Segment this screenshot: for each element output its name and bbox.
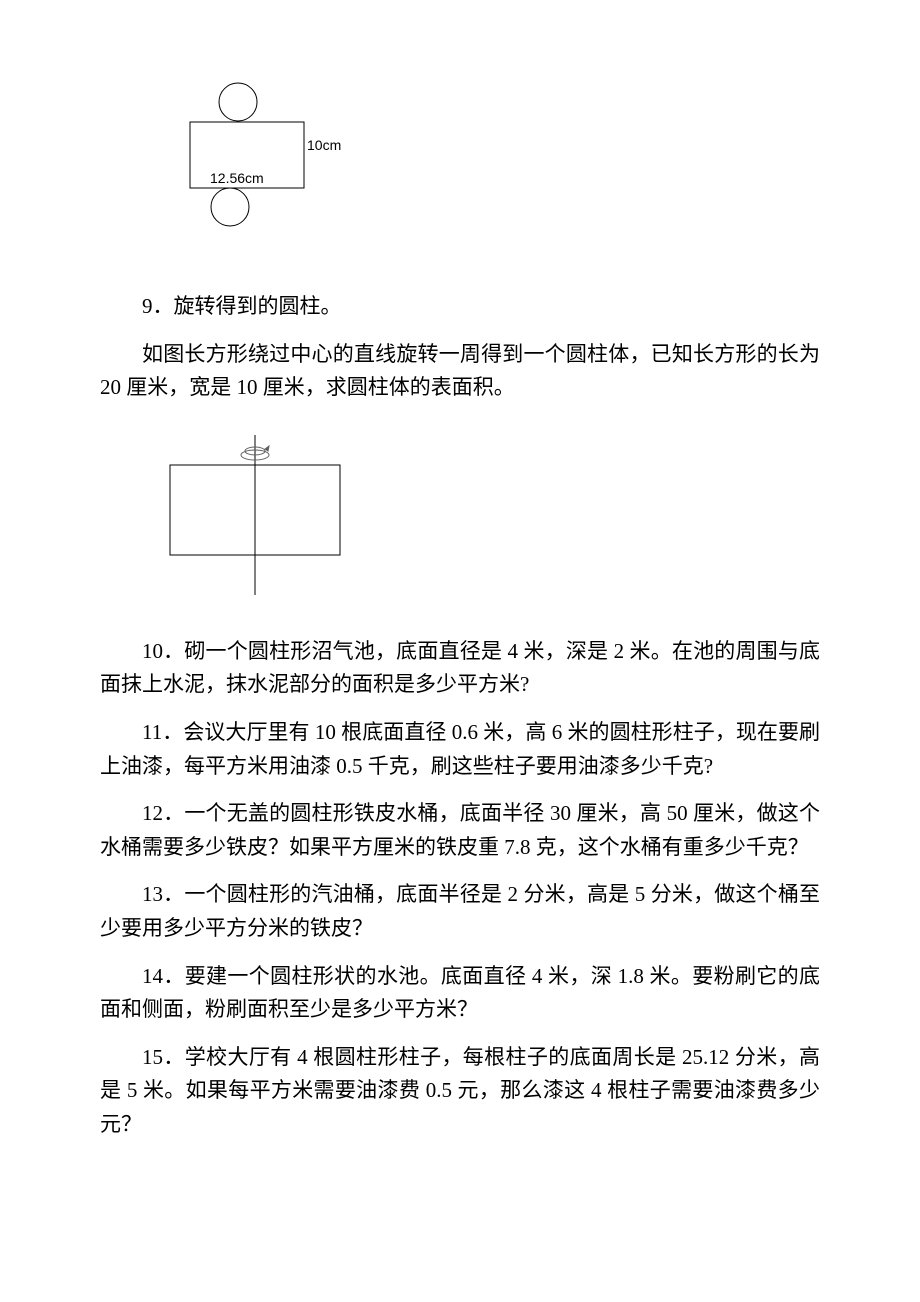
q9-title: 9．旋转得到的圆柱。 [100, 290, 820, 324]
q9-body: 如图长方形绕过中心的直线旋转一周得到一个圆柱体，已知长方形的长为 20 厘米，宽… [100, 338, 820, 405]
page: 12.56cm 10cm 9．旋转得到的圆柱。 如图长方形绕过中心的直线旋转一周… [0, 0, 920, 1302]
q12: 12．一个无盖的圆柱形铁皮水桶，底面半径 30 厘米，高 50 厘米，做这个水桶… [100, 797, 820, 864]
q11: 11．会议大厅里有 10 根底面直径 0.6 米，高 6 米的圆柱形柱子，现在要… [100, 716, 820, 783]
figure-2-svg [160, 425, 370, 605]
q14: 14．要建一个圆柱形状的水池。底面直径 4 米，深 1.8 米。要粉刷它的底面和… [100, 960, 820, 1027]
figure-1-cylinder-net: 12.56cm 10cm [160, 80, 820, 260]
fig1-height-label: 10cm [307, 137, 341, 153]
fig1-width-label: 12.56cm [210, 170, 264, 186]
q13: 13．一个圆柱形的汽油桶，底面半径是 2 分米，高是 5 分米，做这个桶至少要用… [100, 878, 820, 945]
q10: 10．砌一个圆柱形沼气池，底面直径是 4 米，深是 2 米。在池的周围与底面抹上… [100, 635, 820, 702]
q15: 15．学校大厅有 4 根圆柱形柱子，每根柱子的底面周长是 25.12 分米，高是… [100, 1041, 820, 1142]
figure-1-svg: 12.56cm 10cm [160, 80, 380, 260]
figure-2-rotation [160, 425, 820, 605]
fig1-bottom-circle [211, 188, 249, 226]
fig1-top-circle [219, 83, 257, 121]
